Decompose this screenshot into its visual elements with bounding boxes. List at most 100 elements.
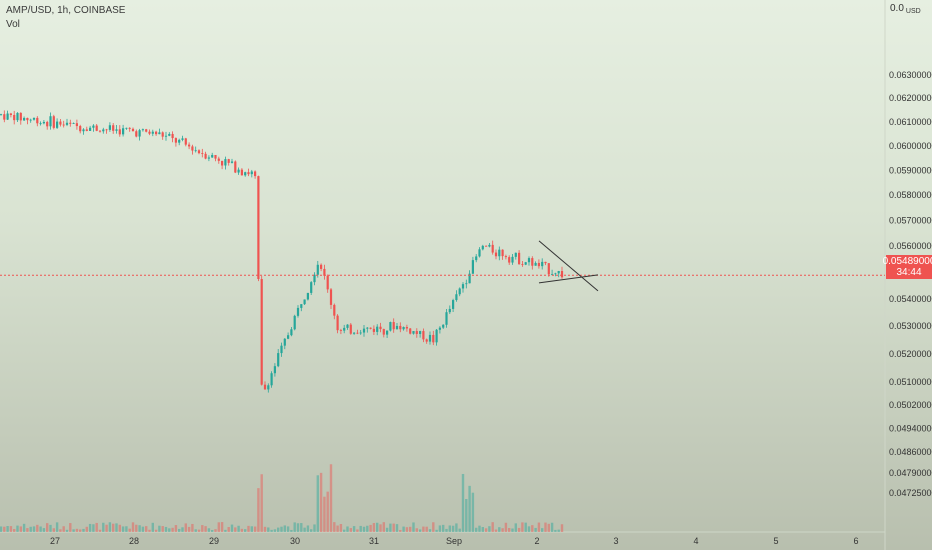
volume-bar <box>131 522 135 532</box>
candle-body <box>204 153 207 159</box>
candle-body <box>399 325 402 330</box>
trendline[interactable] <box>538 240 599 292</box>
candle-body <box>184 138 187 145</box>
volume-bar <box>191 523 194 532</box>
candle-body <box>537 262 540 267</box>
candle-body <box>343 327 346 331</box>
volume-bar <box>323 496 326 532</box>
candle-body <box>326 275 329 290</box>
candle-body <box>494 252 498 257</box>
price-tick-label: 0.04860000 <box>889 447 932 457</box>
volume-bar <box>319 472 323 532</box>
candle-body <box>336 315 339 331</box>
volume-bar <box>253 526 257 532</box>
candle-body <box>85 129 88 131</box>
volume-bar <box>161 526 164 532</box>
time-tick-label: 6 <box>853 536 858 546</box>
candle-body <box>23 117 26 121</box>
current-price-tag: 0.05489000 34:44 <box>883 255 932 279</box>
candle-body <box>201 153 204 154</box>
volume-bar <box>498 527 501 532</box>
trendlines[interactable] <box>538 240 599 292</box>
candle-body <box>448 308 451 313</box>
volume-bar <box>303 527 306 532</box>
candle-body <box>13 114 16 121</box>
candle-body <box>141 129 144 131</box>
time-tick-label: 3 <box>613 536 618 546</box>
time-tick-label: 5 <box>773 536 778 546</box>
candle-body <box>181 138 184 140</box>
candle-body <box>508 257 511 263</box>
candle-body <box>112 125 115 131</box>
candle-body <box>402 327 405 330</box>
volume-bar <box>376 522 379 532</box>
candle-body <box>82 129 85 132</box>
symbol-label[interactable]: AMP/USD, 1h, COINBASE <box>6 5 126 16</box>
volume-bar <box>55 522 59 532</box>
candle-body <box>250 171 253 175</box>
volume-bar <box>352 526 356 532</box>
volume-bar <box>329 464 333 532</box>
time-tick-label: 31 <box>369 536 379 546</box>
candle-body <box>240 169 243 176</box>
candle-body <box>155 131 158 135</box>
candle-body <box>409 328 412 334</box>
volume-label[interactable]: Vol <box>6 19 20 30</box>
candle-body <box>6 113 9 120</box>
volume-bar <box>108 522 112 532</box>
volume-bar <box>300 523 303 532</box>
candle-body <box>395 325 399 330</box>
volume-bar <box>296 523 300 532</box>
candle-body <box>247 172 250 175</box>
volume-bar <box>230 524 234 532</box>
volume-bar <box>171 527 174 532</box>
candle-body <box>211 154 214 158</box>
time-tick-label: 29 <box>209 536 219 546</box>
volume-bar <box>356 529 359 532</box>
volume-bar <box>207 528 211 532</box>
candle-body <box>191 146 194 151</box>
price-tick-label: 0.05300000 <box>889 321 932 331</box>
candle-body <box>108 125 111 130</box>
currency-label[interactable]: USD <box>905 8 921 15</box>
volume-bar <box>366 525 369 532</box>
price-tick-label: 0.05020000 <box>889 400 932 410</box>
volume-bar <box>9 526 13 532</box>
price-tick-label: 0.05400000 <box>889 294 932 304</box>
volume-bar <box>164 526 168 532</box>
candle-body <box>168 133 171 136</box>
volume-bar <box>385 527 389 532</box>
time-tick-label: 27 <box>50 536 60 546</box>
candle-body <box>59 121 62 125</box>
volume-bar <box>471 492 475 532</box>
candle-body <box>392 322 395 330</box>
volume-bar <box>102 522 105 532</box>
candle-body <box>138 130 141 137</box>
volume-bar <box>306 525 310 532</box>
volume-bar <box>234 527 237 532</box>
volume-bar <box>468 485 471 532</box>
candle-body <box>481 245 484 250</box>
volume-bar <box>128 528 131 532</box>
candle-body <box>207 157 210 159</box>
candle-body <box>158 132 161 135</box>
candle-body <box>346 324 349 328</box>
candle-body <box>69 122 72 124</box>
volume-bar <box>313 524 316 532</box>
trendline[interactable] <box>538 274 599 284</box>
candle-body <box>468 273 471 284</box>
volume-bar <box>3 526 6 532</box>
volume-bar <box>22 523 26 532</box>
volume-bar <box>247 525 250 532</box>
volume-bar <box>138 525 141 532</box>
volume-bar <box>428 529 432 532</box>
candle-body <box>39 123 42 125</box>
candle-body <box>102 129 105 132</box>
volume-bar <box>46 523 49 532</box>
time-axis-labels: 27 28 29 30 31 Sep 2 3 4 5 6 <box>50 536 859 546</box>
candle-body <box>504 256 507 258</box>
candle-body <box>257 176 260 280</box>
candle-body <box>412 331 415 334</box>
candle-body <box>56 121 59 128</box>
